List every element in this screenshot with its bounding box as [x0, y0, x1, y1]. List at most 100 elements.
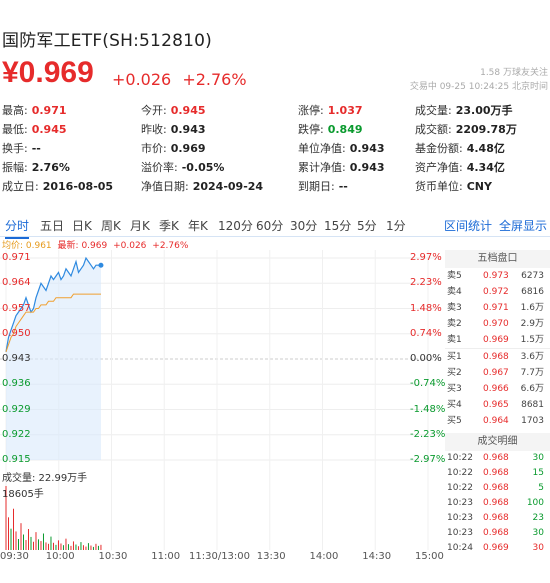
price-axis-label: 0.915 — [2, 454, 31, 465]
bid-price: 0.964 — [483, 416, 509, 426]
bid-label: 买3 — [447, 384, 462, 394]
order-book-divider — [445, 348, 550, 349]
ask-price: 0.972 — [483, 287, 509, 297]
ask-volume: 6273 — [521, 271, 544, 281]
tab-6[interactable]: 年K — [188, 219, 208, 233]
ask-volume: 2.9万 — [520, 319, 544, 329]
trade-time: 10:23 — [447, 513, 473, 523]
stat-label: 货币单位: — [415, 180, 463, 193]
tab-0[interactable]: 分时 — [5, 217, 30, 239]
stat-cell: 今开: 0.945 — [141, 101, 206, 120]
percent-axis-label: -1.48% — [410, 403, 446, 415]
trades-title: 成交明细 — [445, 433, 550, 451]
ask-label: 卖4 — [447, 287, 462, 297]
stat-label: 跌停: — [298, 123, 324, 136]
stats-row: 最低: 0.945 昨收: 0.943 跌停: 0.849 成交额: 2209.78万 — [2, 120, 550, 139]
tab-3[interactable]: 周K — [101, 219, 121, 233]
stat-cell: 净值日期: 2024-09-24 — [141, 177, 263, 196]
stat-label: 基金份额: — [415, 142, 463, 155]
price-axis-label: 0.936 — [2, 378, 31, 390]
ask-label: 卖3 — [447, 303, 462, 313]
stats-row: 最高: 0.971 今开: 0.945 涨停: 1.037 成交量: 23.00万手 — [2, 101, 550, 120]
bid-volume: 8681 — [521, 400, 544, 410]
trade-time: 10:23 — [447, 528, 473, 538]
latest-price: 最新: 0.969 — [57, 241, 108, 251]
order-book-title: 五档盘口 — [445, 250, 550, 268]
latest-change: +0.026 — [113, 241, 147, 251]
tab-7[interactable]: 120分 — [218, 219, 253, 233]
stat-value: 0.943 — [170, 123, 206, 136]
stat-cell: 最低: 0.945 — [2, 120, 67, 139]
trading-status: 交易中 09-25 10:24:25 北京时间 — [409, 82, 548, 92]
price-axis-label: 0.943 — [2, 353, 31, 364]
tab-12[interactable]: 1分 — [386, 219, 406, 233]
tab-2[interactable]: 日K — [72, 219, 92, 233]
trade-row: 10:22 0.968 5 — [445, 481, 550, 496]
trade-volume: 100 — [526, 498, 544, 508]
stat-value: 0.969 — [170, 142, 206, 155]
stat-cell: 累计净值: 0.943 — [298, 158, 385, 177]
stat-value: 2.76% — [31, 161, 70, 174]
tab-1[interactable]: 五日 — [40, 219, 65, 233]
tab-9[interactable]: 30分 — [290, 219, 318, 233]
stat-value: 1.037 — [327, 104, 363, 117]
follow-info: 1.58 万球友关注 交易中 09-25 10:24:25 北京时间 — [410, 66, 548, 94]
tab-10[interactable]: 15分 — [324, 219, 352, 233]
intraday-chart[interactable] — [0, 250, 444, 550]
tab-11[interactable]: 5分 — [357, 219, 377, 233]
percent-axis-label: -0.74% — [410, 378, 446, 390]
fullscreen-link[interactable]: 全屏显示 — [499, 219, 548, 233]
stat-cell: 换手: -- — [2, 139, 41, 158]
stat-cell: 基金份额: 4.48亿 — [415, 139, 505, 158]
stat-label: 涨停: — [298, 104, 324, 117]
stat-label: 溢价率: — [141, 161, 178, 174]
side-panel: 五档盘口 卖5 0.973 6273 卖4 0.972 6816 卖3 0.971 1.6万 卖2… — [445, 250, 550, 553]
stat-cell: 成立日: 2016-08-05 — [2, 177, 113, 196]
bid-volume: 1703 — [521, 416, 544, 426]
stat-cell: 成交额: 2209.78万 — [415, 120, 517, 139]
trade-time: 10:24 — [447, 543, 473, 553]
bid-volume: 7.7万 — [520, 368, 544, 378]
percent-axis-label: 2.23% — [410, 277, 442, 289]
range-stats-link[interactable]: 区间统计 — [444, 219, 493, 233]
stat-cell: 成交量: 23.00万手 — [415, 101, 513, 120]
trade-row: 10:23 0.968 100 — [445, 496, 550, 511]
stat-value: 4.34亿 — [466, 161, 505, 174]
ask-price: 0.969 — [483, 335, 509, 345]
tab-8[interactable]: 60分 — [256, 219, 284, 233]
stat-cell: 市价: 0.969 — [141, 139, 206, 158]
ask-volume: 1.5万 — [520, 335, 544, 345]
stat-cell: 到期日: -- — [298, 177, 348, 196]
trade-price: 0.968 — [483, 483, 509, 493]
price-axis-label: 0.922 — [2, 428, 31, 440]
bid-price: 0.968 — [483, 352, 509, 362]
stat-value: 23.00万手 — [455, 104, 513, 117]
stat-cell: 溢价率: -0.05% — [141, 158, 224, 177]
stat-cell: 涨停: 1.037 — [298, 101, 363, 120]
stat-label: 单位净值: — [298, 142, 346, 155]
ask-row: 卖1 0.969 1.5万 — [445, 332, 550, 348]
stat-value: 2024-09-24 — [192, 180, 264, 193]
stat-label: 成交量: — [415, 104, 452, 117]
stat-cell: 振幅: 2.76% — [2, 158, 70, 177]
stat-label: 净值日期: — [141, 180, 189, 193]
trade-row: 10:23 0.968 23 — [445, 511, 550, 526]
bid-row: 买5 0.964 1703 — [445, 413, 550, 429]
stat-value: 2016-08-05 — [42, 180, 114, 193]
avg-price: 均价: 0.961 — [2, 241, 52, 251]
time-axis-label: 14:30 — [362, 551, 392, 562]
time-axis-label: 10:00 — [45, 551, 75, 562]
tab-5[interactable]: 季K — [159, 219, 179, 233]
price-axis-label: 0.957 — [2, 302, 31, 314]
percent-axis-label: -2.23% — [410, 428, 446, 440]
ask-volume: 1.6万 — [520, 303, 544, 313]
followers-count[interactable]: 1.58 万球友关注 — [480, 68, 548, 78]
tab-4[interactable]: 月K — [130, 219, 150, 233]
time-axis-label: 11:00 — [151, 551, 181, 562]
stats-row: 成立日: 2016-08-05 净值日期: 2024-09-24 到期日: -- 货币单位:… — [2, 177, 550, 196]
time-axis-label: 10:30 — [98, 551, 128, 562]
stat-cell: 货币单位: CNY — [415, 177, 492, 196]
page-title: 国防军工ETF(SH:512810) — [2, 31, 212, 51]
trade-time: 10:22 — [447, 483, 473, 493]
stat-label: 今开: — [141, 104, 167, 117]
